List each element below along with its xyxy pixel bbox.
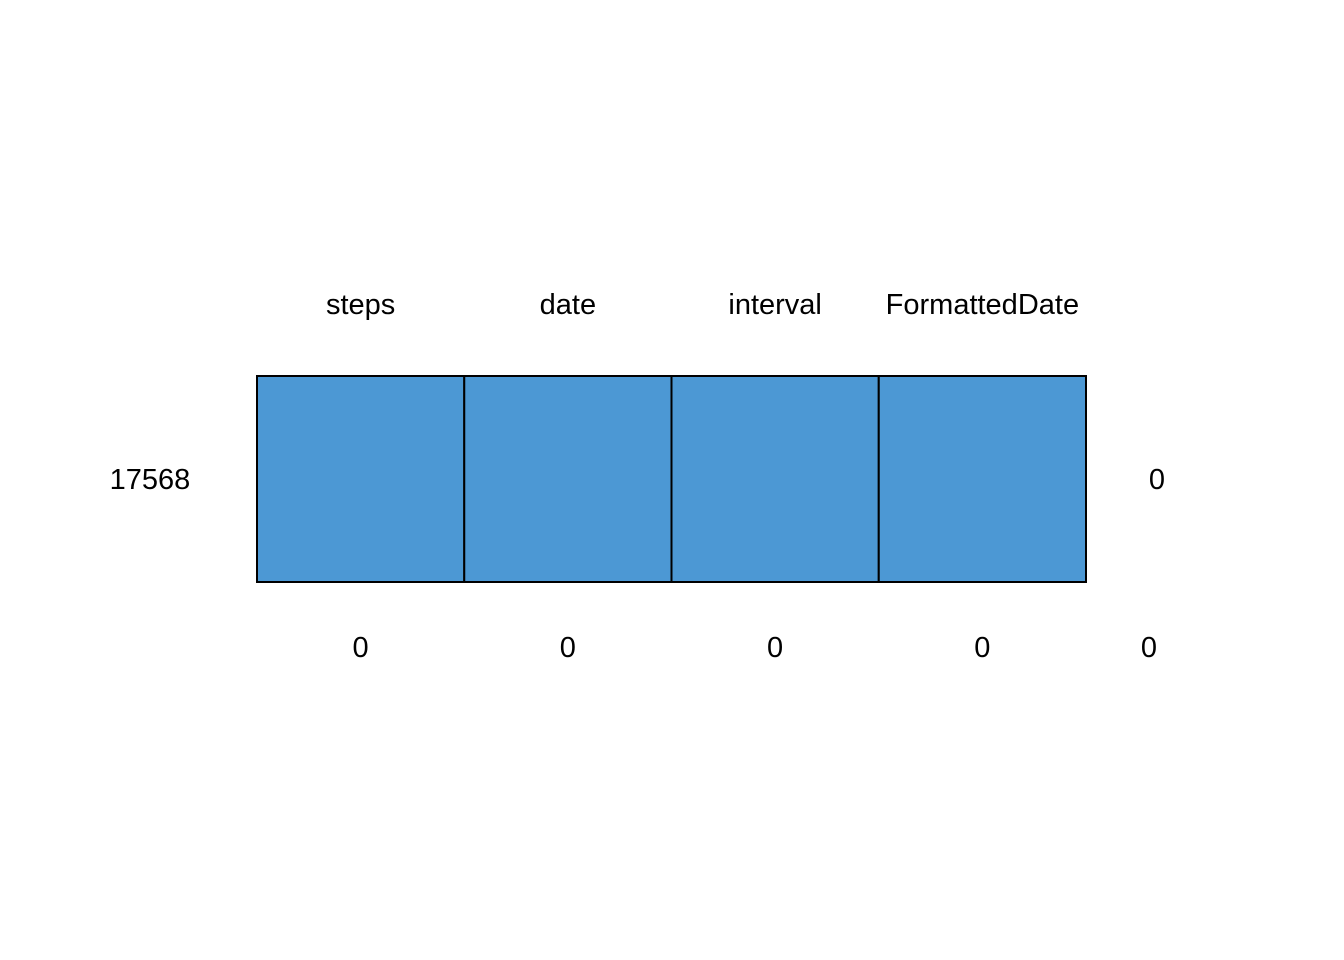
column-label: steps bbox=[326, 289, 395, 321]
pattern-cells bbox=[256, 375, 1087, 583]
column-labels: steps date interval FormattedDate bbox=[326, 289, 1079, 321]
column-label: date bbox=[540, 289, 596, 321]
pattern-cell bbox=[463, 375, 673, 583]
pattern-cell bbox=[256, 375, 466, 583]
column-missing-count: 0 bbox=[767, 632, 783, 664]
pattern-cell bbox=[877, 375, 1087, 583]
row-count-label: 17568 bbox=[110, 464, 191, 496]
column-label: FormattedDate bbox=[886, 289, 1079, 321]
column-missing-count: 0 bbox=[974, 632, 990, 664]
total-missing-label: 0 bbox=[1141, 632, 1157, 664]
column-missing-counts: 0 0 0 0 bbox=[353, 632, 991, 664]
pattern-cell bbox=[670, 375, 880, 583]
column-missing-count: 0 bbox=[560, 632, 576, 664]
column-missing-count: 0 bbox=[353, 632, 369, 664]
row-missing-totals: 0 bbox=[1149, 464, 1165, 496]
column-label: interval bbox=[728, 289, 822, 321]
row-missing-total: 0 bbox=[1149, 464, 1165, 496]
row-count-labels: 17568 bbox=[110, 464, 191, 496]
